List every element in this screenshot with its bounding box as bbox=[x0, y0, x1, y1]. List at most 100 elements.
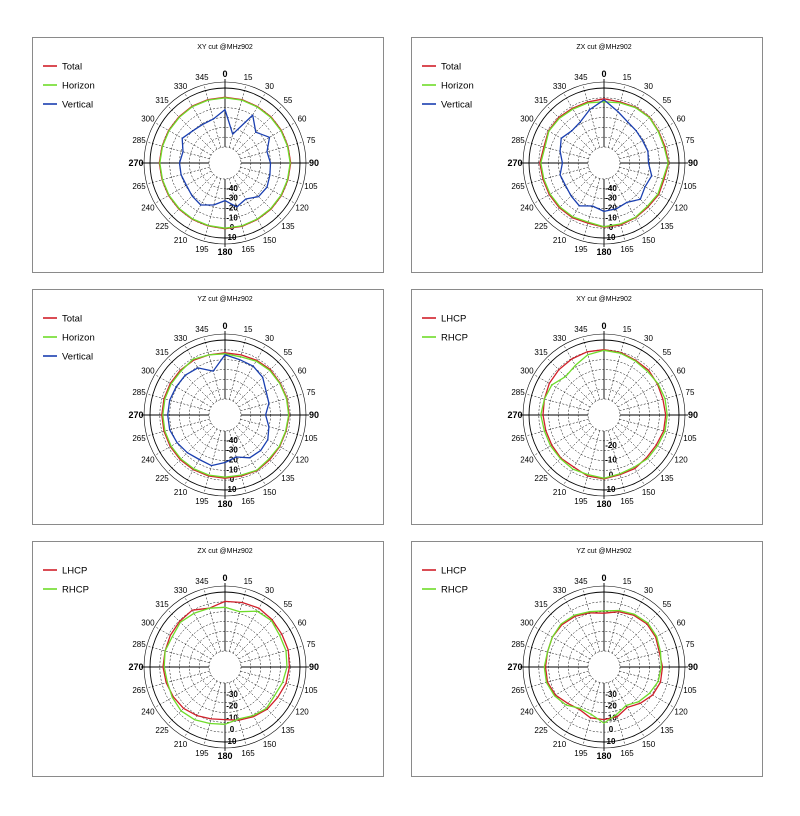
angle-tick-label: 150 bbox=[642, 740, 656, 749]
angle-tick-label: 265 bbox=[511, 686, 525, 695]
angle-tick-label: 195 bbox=[574, 497, 588, 506]
chart-panel-1: XY cut @MHz902 0 15 30 55 60 75 90 105 120 135 150 1… bbox=[32, 37, 384, 273]
angle-tick-label: 300 bbox=[520, 619, 534, 628]
angle-tick-label: 240 bbox=[141, 204, 155, 213]
grid-spoke bbox=[184, 680, 218, 738]
angle-tick-label: 60 bbox=[298, 367, 307, 376]
angle-tick-label: 270 bbox=[128, 662, 143, 672]
angle-tick-label: 0 bbox=[222, 573, 227, 583]
grid-spoke bbox=[203, 84, 222, 148]
grid-spoke bbox=[563, 92, 597, 150]
angle-tick-label: 135 bbox=[660, 222, 674, 231]
angle-tick-label: 180 bbox=[596, 247, 611, 257]
angle-tick-label: 75 bbox=[686, 388, 695, 397]
angle-tick-label: 105 bbox=[683, 686, 697, 695]
grid-spoke bbox=[533, 170, 591, 204]
series-line-vertical bbox=[178, 108, 272, 208]
angle-tick-label: 270 bbox=[128, 410, 143, 420]
grid-spoke bbox=[240, 393, 304, 412]
series-line-lhcp bbox=[162, 600, 291, 721]
grid-spoke bbox=[154, 422, 212, 456]
grid-spoke bbox=[546, 174, 593, 221]
grid-spoke bbox=[582, 336, 601, 400]
angle-tick-label: 30 bbox=[644, 586, 653, 595]
grid-spoke bbox=[146, 670, 210, 689]
chart-panel-2: ZX cut @MHz902 0 15 30 55 60 75 90 105 120 135 150 1… bbox=[411, 37, 763, 273]
grid-spoke bbox=[236, 609, 283, 656]
grid-spoke bbox=[617, 170, 675, 204]
angle-tick-label: 135 bbox=[660, 474, 674, 483]
angle-tick-label: 225 bbox=[534, 222, 548, 231]
grid-spoke bbox=[607, 84, 626, 148]
grid-spoke bbox=[611, 344, 645, 402]
angle-tick-label: 330 bbox=[553, 586, 567, 595]
angle-tick-label: 195 bbox=[195, 749, 209, 758]
angle-tick-label: 345 bbox=[574, 577, 588, 586]
grid-spoke bbox=[546, 426, 593, 473]
angle-tick-label: 55 bbox=[283, 600, 292, 609]
radial-tick-label: 0 bbox=[609, 470, 614, 479]
grid-spoke bbox=[203, 682, 222, 746]
grid-spoke bbox=[236, 426, 283, 473]
angle-tick-label: 330 bbox=[174, 586, 188, 595]
grid-spoke bbox=[154, 674, 212, 708]
angle-tick-label: 225 bbox=[155, 222, 169, 231]
grid-spoke bbox=[232, 428, 266, 486]
grid-spoke bbox=[236, 678, 283, 725]
grid-spoke bbox=[525, 418, 589, 437]
angle-tick-label: 30 bbox=[265, 586, 274, 595]
grid-spoke bbox=[607, 588, 626, 652]
angle-tick-label: 120 bbox=[295, 456, 309, 465]
angle-tick-label: 210 bbox=[553, 236, 567, 245]
angle-tick-label: 120 bbox=[674, 708, 688, 717]
angle-tick-label: 105 bbox=[683, 182, 697, 191]
angle-tick-label: 75 bbox=[307, 136, 316, 145]
series-line-rhcp bbox=[543, 609, 662, 724]
radial-tick-label: -30 bbox=[226, 690, 238, 699]
angle-tick-label: 60 bbox=[677, 367, 686, 376]
grid-spoke bbox=[228, 588, 247, 652]
angle-tick-label: 300 bbox=[520, 115, 534, 124]
legend-label-rhcp: RHCP bbox=[441, 333, 468, 344]
angle-tick-label: 15 bbox=[244, 577, 253, 586]
angle-tick-label: 150 bbox=[263, 488, 277, 497]
chart-title: XY cut @MHz902 bbox=[576, 296, 632, 303]
angle-tick-label: 225 bbox=[155, 726, 169, 735]
grid-spoke bbox=[533, 374, 591, 408]
chart-panel-4: XY cut @MHz902 0 15 30 55 60 75 90 105 120 135 150 1… bbox=[411, 289, 763, 525]
grid-spoke bbox=[619, 141, 683, 160]
legend-label-lhcp: LHCP bbox=[441, 566, 466, 577]
angle-tick-label: 265 bbox=[132, 434, 146, 443]
angle-tick-label: 315 bbox=[534, 348, 548, 357]
angle-tick-label: 120 bbox=[674, 456, 688, 465]
grid-spoke bbox=[615, 174, 662, 221]
radial-tick-label: -10 bbox=[605, 456, 617, 465]
angle-tick-label: 0 bbox=[601, 69, 606, 79]
grid-spoke bbox=[232, 344, 266, 402]
angle-tick-label: 315 bbox=[534, 96, 548, 105]
angle-tick-label: 225 bbox=[534, 474, 548, 483]
grid-spoke bbox=[619, 670, 683, 689]
radial-tick-label: 10 bbox=[607, 737, 616, 746]
grid-spoke bbox=[146, 418, 210, 437]
angle-tick-label: 75 bbox=[686, 640, 695, 649]
angle-tick-label: 60 bbox=[677, 619, 686, 628]
series-line-horizon bbox=[162, 353, 290, 478]
grid-spoke bbox=[203, 588, 222, 652]
grid-spoke bbox=[238, 674, 296, 708]
angle-tick-label: 225 bbox=[155, 474, 169, 483]
angle-tick-label: 285 bbox=[132, 640, 146, 649]
angle-tick-label: 180 bbox=[596, 751, 611, 761]
angle-tick-label: 240 bbox=[141, 708, 155, 717]
angle-tick-label: 180 bbox=[596, 499, 611, 509]
angle-tick-label: 300 bbox=[520, 367, 534, 376]
grid-spoke bbox=[611, 680, 645, 738]
legend-label-rhcp: RHCP bbox=[441, 585, 468, 596]
angle-tick-label: 120 bbox=[295, 708, 309, 717]
radial-tick-label: -20 bbox=[226, 204, 238, 213]
legend-label-horizon: Horizon bbox=[62, 333, 95, 344]
grid-spoke bbox=[611, 428, 645, 486]
grid-spoke bbox=[533, 626, 591, 660]
grid-spoke bbox=[146, 645, 210, 664]
